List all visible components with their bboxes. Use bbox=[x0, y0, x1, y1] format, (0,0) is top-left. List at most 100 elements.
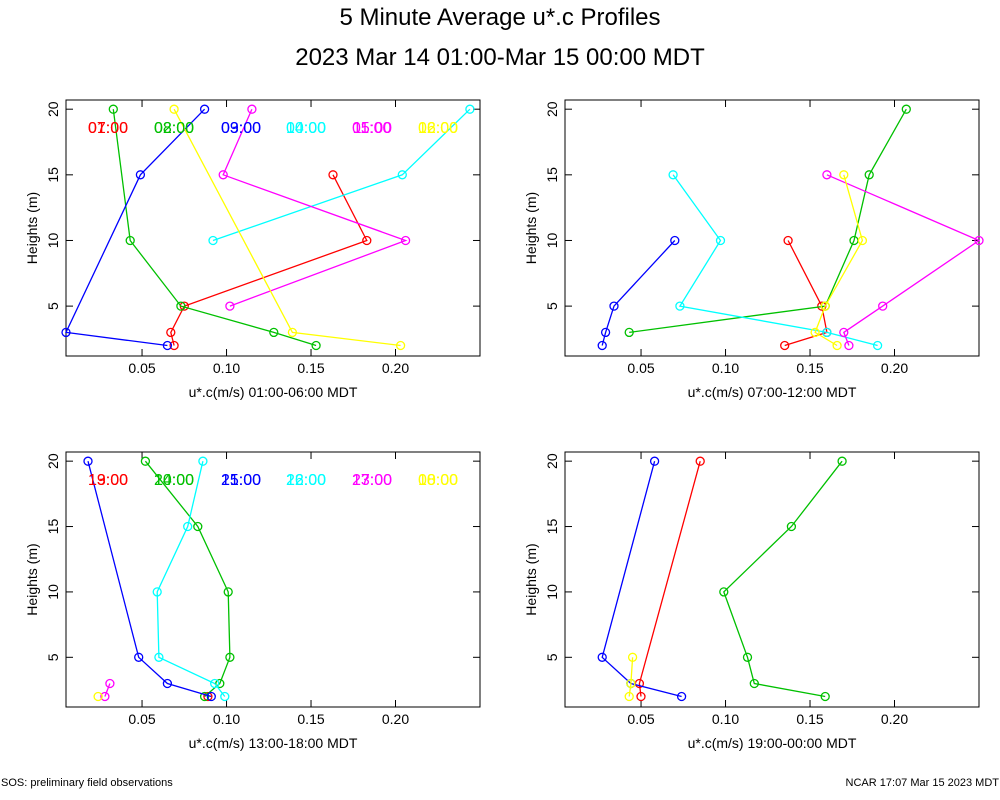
series-1200 bbox=[810, 170, 868, 351]
data-point bbox=[719, 587, 729, 597]
legend-entry: 22:00 bbox=[286, 472, 326, 489]
plot-frame bbox=[564, 99, 980, 357]
x-tick-label: 0.10 bbox=[213, 360, 240, 376]
data-point bbox=[105, 678, 115, 689]
series-line bbox=[672, 174, 878, 347]
y-tick-label: 20 bbox=[544, 101, 560, 117]
page-title: 5 Minute Average u*.c Profiles bbox=[339, 4, 661, 31]
data-point bbox=[199, 104, 210, 114]
data-point bbox=[597, 652, 607, 662]
legend-entry: 02:00 bbox=[154, 120, 194, 137]
y-tick-label: 15 bbox=[544, 167, 560, 183]
x-tick-label: 0.20 bbox=[382, 360, 409, 376]
data-point bbox=[199, 691, 210, 702]
x-tick-label: 0.05 bbox=[627, 711, 654, 727]
y-tick-label: 20 bbox=[544, 453, 560, 469]
series-line bbox=[628, 657, 634, 697]
chart-panel-3: 0.05 0.10 0.15 0.20 5 10 15 20 u*.c(m/s) 13:00-1… bbox=[24, 451, 481, 751]
data-point bbox=[215, 678, 225, 689]
legend-entry: 09:00 bbox=[221, 120, 261, 137]
data-point bbox=[135, 170, 146, 180]
data-point bbox=[878, 301, 888, 311]
data-point bbox=[154, 652, 164, 662]
series-2100 bbox=[597, 456, 687, 702]
y-tick-label: 10 bbox=[45, 232, 61, 248]
data-point bbox=[783, 235, 793, 246]
x-tick-label: 0.20 bbox=[881, 360, 908, 376]
data-point bbox=[676, 691, 687, 702]
series-line bbox=[144, 460, 231, 697]
data-point bbox=[225, 652, 235, 662]
data-point bbox=[810, 327, 820, 338]
x-tick-label: 0.15 bbox=[796, 360, 823, 376]
y-tick-label: 5 bbox=[45, 653, 61, 661]
legend-entry: 01:00 bbox=[88, 120, 128, 137]
legend-entry: 19:00 bbox=[88, 472, 128, 489]
data-point bbox=[872, 340, 883, 351]
legend-entry: 08:00 bbox=[154, 120, 194, 137]
series-0500 bbox=[218, 104, 411, 311]
legend-entry: 23:00 bbox=[352, 472, 392, 489]
data-point bbox=[626, 678, 636, 689]
series-line bbox=[601, 240, 676, 346]
data-point bbox=[169, 340, 179, 351]
plot-frame bbox=[564, 451, 980, 708]
data-point bbox=[597, 340, 607, 351]
x-axis-label: u*.c(m/s) 19:00-00:00 MDT bbox=[688, 735, 857, 751]
data-point bbox=[93, 691, 103, 702]
data-point bbox=[600, 327, 611, 338]
series-line bbox=[112, 109, 317, 347]
legend-entry: 05:00 bbox=[352, 120, 392, 137]
series-0800 bbox=[624, 104, 911, 338]
data-point bbox=[670, 235, 680, 246]
legend-entry: 18:00 bbox=[418, 472, 458, 489]
data-point bbox=[206, 691, 216, 702]
series-0100 bbox=[166, 170, 372, 351]
data-point bbox=[864, 170, 874, 180]
series-line bbox=[104, 683, 111, 697]
data-point bbox=[974, 235, 984, 246]
data-point bbox=[328, 170, 338, 180]
series-0200 bbox=[108, 104, 321, 351]
series-line bbox=[723, 460, 843, 698]
data-point bbox=[218, 170, 228, 180]
data-point bbox=[668, 170, 678, 180]
data-point bbox=[140, 456, 151, 466]
series-line bbox=[87, 461, 212, 698]
legend-entry: 14:00 bbox=[154, 472, 194, 489]
data-point bbox=[162, 340, 173, 351]
data-point bbox=[780, 340, 790, 351]
chart-panel-1: 0.05 0.10 0.15 0.20 5 10 15 20 u*.c(m/s) 01:00-0… bbox=[24, 99, 481, 400]
legend-entry: 00:00 bbox=[418, 472, 458, 489]
data-point bbox=[225, 301, 235, 311]
data-point bbox=[162, 678, 173, 689]
data-point bbox=[176, 301, 186, 311]
data-point bbox=[822, 170, 832, 180]
data-point bbox=[820, 301, 830, 311]
data-point bbox=[362, 235, 372, 246]
series-line bbox=[173, 108, 401, 347]
y-tick-label: 20 bbox=[45, 453, 61, 469]
y-tick-label: 15 bbox=[45, 167, 61, 183]
x-tick-label: 0.10 bbox=[712, 711, 739, 727]
data-point bbox=[822, 327, 832, 338]
series-0400 bbox=[208, 104, 475, 246]
series-line bbox=[784, 240, 828, 347]
series-line bbox=[65, 108, 206, 347]
legend-entry: 15:00 bbox=[221, 472, 261, 489]
series-0300 bbox=[61, 104, 210, 351]
data-point bbox=[742, 652, 753, 662]
series-1700 bbox=[100, 678, 115, 702]
y-tick-label: 10 bbox=[544, 584, 560, 600]
series-2000 bbox=[719, 456, 847, 702]
data-point bbox=[169, 104, 179, 114]
data-point bbox=[649, 456, 660, 466]
series-1500 bbox=[83, 456, 216, 702]
plot-frame bbox=[65, 99, 481, 357]
x-tick-label: 0.05 bbox=[627, 360, 654, 376]
legend-entry: 10:00 bbox=[286, 120, 326, 137]
data-point bbox=[193, 521, 203, 532]
series-0000 bbox=[624, 652, 638, 702]
y-axis-label: Heights (m) bbox=[523, 543, 539, 615]
data-point bbox=[125, 235, 135, 246]
